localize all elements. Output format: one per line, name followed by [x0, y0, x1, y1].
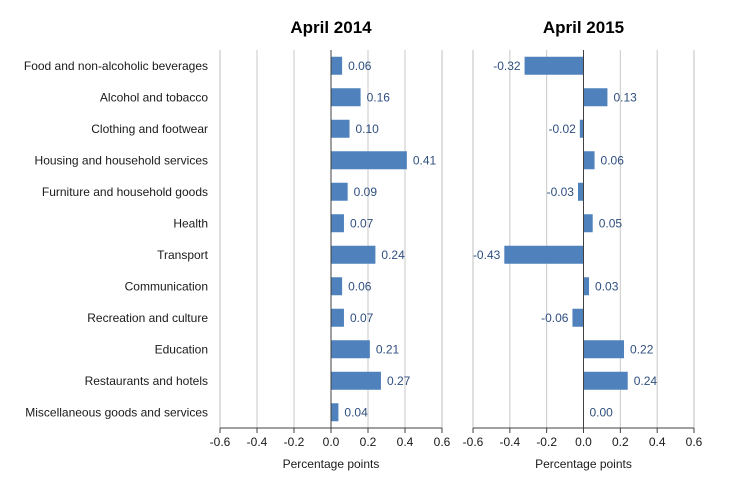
data-label: 0.10: [356, 122, 380, 136]
panel-title: April 2015: [543, 18, 624, 37]
data-label: 0.04: [344, 405, 368, 419]
bar: [583, 214, 593, 233]
x-axis-title: Percentage points: [283, 457, 380, 471]
bar: [583, 371, 628, 390]
bar: [583, 277, 590, 296]
x-tick-label: -0.6: [463, 435, 484, 449]
bar: [572, 308, 584, 327]
bar: [331, 182, 348, 201]
bar: [331, 245, 376, 264]
category-label: Health: [173, 216, 208, 230]
data-label: 0.09: [354, 185, 378, 199]
category-label: Food and non-alcoholic beverages: [24, 59, 208, 73]
data-label: -0.06: [541, 311, 569, 325]
x-tick-label: 0.0: [575, 435, 592, 449]
x-tick-label: -0.6: [210, 435, 231, 449]
x-tick-label: 0.2: [360, 435, 377, 449]
category-label: Restaurants and hotels: [85, 374, 208, 388]
category-label: Housing and household services: [35, 153, 208, 167]
bar: [331, 340, 370, 359]
category-label: Clothing and footwear: [91, 122, 208, 136]
data-label: -0.32: [493, 59, 521, 73]
category-label: Education: [155, 342, 208, 356]
category-label: Recreation and culture: [87, 311, 208, 325]
x-tick-label: -0.4: [499, 435, 520, 449]
bar: [331, 56, 343, 75]
data-label: 0.13: [613, 90, 637, 104]
bar: [331, 151, 407, 170]
x-tick-label: 0.4: [649, 435, 666, 449]
bar: [524, 56, 584, 75]
bar: [331, 371, 381, 390]
x-tick-label: 0.0: [323, 435, 340, 449]
category-label: Transport: [157, 248, 209, 262]
bar: [331, 214, 344, 233]
data-label: 0.21: [376, 342, 400, 356]
data-label: 0.07: [350, 311, 374, 325]
x-tick-label: 0.4: [397, 435, 414, 449]
bar: [331, 88, 361, 107]
data-label: 0.27: [387, 374, 411, 388]
bar: [583, 340, 625, 359]
category-label: Communication: [125, 279, 208, 293]
x-axis-title: Percentage points: [535, 457, 632, 471]
data-label: 0.07: [350, 216, 374, 230]
panel-title: April 2014: [290, 18, 372, 37]
data-label: 0.24: [381, 248, 405, 262]
data-label: 0.06: [601, 153, 625, 167]
data-label: 0.00: [590, 405, 614, 419]
x-tick-label: -0.4: [247, 435, 268, 449]
category-label: Furniture and household goods: [42, 185, 208, 199]
x-tick-label: -0.2: [536, 435, 557, 449]
data-label: 0.22: [630, 342, 654, 356]
data-label: -0.43: [473, 248, 501, 262]
bar: [504, 245, 584, 264]
data-label: 0.06: [348, 279, 372, 293]
bar: [577, 182, 584, 201]
data-label: -0.02: [548, 122, 576, 136]
bar: [583, 88, 608, 107]
bar: [331, 403, 339, 422]
x-tick-label: 0.2: [612, 435, 629, 449]
data-label: 0.16: [367, 90, 391, 104]
bar: [331, 119, 350, 138]
x-tick-label: -0.2: [284, 435, 305, 449]
data-label: 0.05: [599, 216, 623, 230]
data-label: 0.41: [413, 153, 437, 167]
x-tick-label: 0.6: [686, 435, 703, 449]
bar: [331, 308, 344, 327]
data-label: 0.03: [595, 279, 619, 293]
data-label: 0.24: [634, 374, 658, 388]
category-label: Miscellaneous goods and services: [25, 405, 208, 419]
bar: [583, 151, 595, 170]
data-label: -0.03: [547, 185, 575, 199]
bar: [579, 119, 584, 138]
category-label: Alcohol and tobacco: [100, 90, 208, 104]
data-label: 0.06: [348, 59, 372, 73]
bar: [331, 277, 343, 296]
x-tick-label: 0.6: [434, 435, 451, 449]
